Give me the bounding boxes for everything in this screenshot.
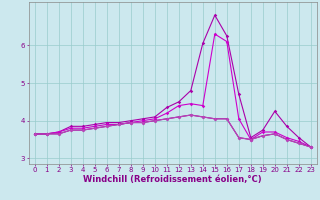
X-axis label: Windchill (Refroidissement éolien,°C): Windchill (Refroidissement éolien,°C) [84, 175, 262, 184]
